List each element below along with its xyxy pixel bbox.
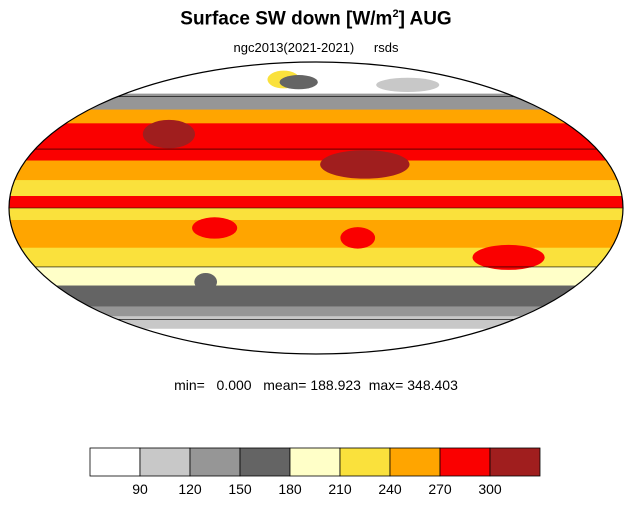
- field-band: [9, 266, 623, 287]
- title-superscript: 2: [392, 8, 399, 20]
- field-patch: [376, 77, 440, 93]
- stat-min: 0.000: [216, 377, 252, 393]
- subtitle-run: ngc2013(2021-2021): [233, 40, 355, 55]
- field-band: [9, 123, 623, 162]
- field-band: [9, 219, 623, 249]
- stat-max-label: max=: [368, 377, 404, 393]
- field-band: [9, 285, 623, 307]
- legend-tick-label: 210: [328, 481, 352, 497]
- field-patch: [142, 119, 195, 149]
- field-patch: [194, 272, 218, 291]
- field-patch: [192, 217, 238, 239]
- world-map: [8, 61, 624, 355]
- legend-swatch: [439, 447, 491, 477]
- field-band: [9, 109, 623, 124]
- legend-swatch: [239, 447, 291, 477]
- field-band: [9, 247, 623, 268]
- legend-tick-label: 300: [478, 481, 502, 497]
- field-band: [9, 180, 623, 197]
- legend-swatch: [339, 447, 391, 477]
- field-band: [9, 160, 623, 181]
- title-text: Surface SW down [W/m: [180, 8, 393, 30]
- legend-tick-label: 120: [178, 481, 202, 497]
- map-subtitle: ngc2013(2021-2021) rsds: [0, 40, 632, 55]
- map-statistics: min= 0.000 mean= 188.923 max= 348.403: [0, 377, 632, 393]
- subtitle-variable: rsds: [373, 40, 399, 55]
- field-patch: [320, 150, 410, 179]
- stat-min-label: min=: [174, 377, 205, 393]
- legend-swatch: [139, 447, 191, 477]
- color-legend: 90 120 150 180 210 240 270 300: [89, 447, 541, 497]
- field-patch: [340, 227, 376, 249]
- legend-tick-label: 150: [228, 481, 252, 497]
- stat-max: 348.403: [407, 377, 458, 393]
- legend-tick-label: 180: [278, 481, 302, 497]
- legend-swatch: [389, 447, 441, 477]
- map-outline: [8, 61, 624, 355]
- map-field: [9, 70, 623, 329]
- stat-mean-label: mean=: [263, 377, 307, 393]
- title-tail: ] AUG: [398, 8, 452, 30]
- field-patch: [419, 136, 490, 155]
- stat-mean: 188.923: [310, 377, 361, 393]
- legend-tick-label: 90: [132, 481, 148, 497]
- field-band: [9, 208, 623, 221]
- legend-tick-label: 240: [378, 481, 402, 497]
- field-patch: [279, 75, 318, 90]
- field-band: [9, 196, 623, 209]
- field-patch: [472, 244, 545, 270]
- field-band: [9, 306, 623, 317]
- map-title: Surface SW down [W/m2] AUG: [0, 8, 632, 30]
- legend-swatch: [489, 447, 541, 477]
- legend-tick-label: 270: [428, 481, 452, 497]
- legend-swatch: [189, 447, 241, 477]
- field-band: [9, 316, 623, 329]
- field-band: [9, 93, 623, 111]
- legend-swatch: [289, 447, 341, 477]
- legend-swatch: [89, 447, 141, 477]
